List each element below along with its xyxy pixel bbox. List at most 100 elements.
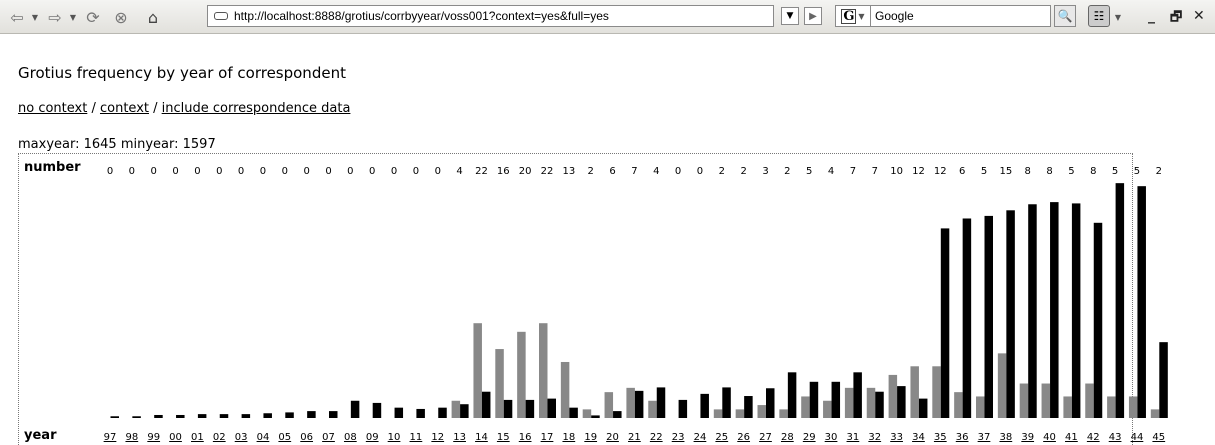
year-link[interactable]: 27: [759, 432, 772, 443]
number-label: 0: [194, 166, 200, 177]
black-bar: [1137, 186, 1146, 418]
black-bar: [132, 416, 141, 418]
black-bar: [875, 391, 884, 418]
reload-icon[interactable]: ⟳: [86, 7, 100, 27]
restore-icon[interactable]: 🗗: [1170, 10, 1183, 25]
minimize-icon[interactable]: _: [1148, 8, 1155, 24]
year-link[interactable]: 12: [431, 432, 444, 443]
black-bar: [1159, 342, 1168, 418]
year-link[interactable]: 43: [1109, 432, 1122, 443]
no-context-link[interactable]: no context: [18, 101, 88, 116]
number-label: 2: [784, 166, 790, 177]
year-link[interactable]: 13: [453, 432, 466, 443]
year-link[interactable]: 29: [803, 432, 816, 443]
year-link[interactable]: 00: [169, 432, 182, 443]
gray-bar: [735, 409, 745, 418]
year-link[interactable]: 26: [737, 432, 750, 443]
year-link[interactable]: 03: [235, 432, 248, 443]
include-correspondence-data-link[interactable]: include correspondence data: [161, 101, 351, 116]
year-link[interactable]: 25: [715, 432, 728, 443]
year-link[interactable]: 17: [541, 432, 554, 443]
year-link[interactable]: 07: [322, 432, 335, 443]
black-bar: [1028, 204, 1037, 418]
year-link[interactable]: 05: [278, 432, 291, 443]
number-label: 0: [216, 166, 222, 177]
year-link[interactable]: 98: [125, 432, 138, 443]
year-link[interactable]: 34: [912, 432, 925, 443]
year-link[interactable]: 18: [562, 432, 575, 443]
year-link[interactable]: 09: [366, 432, 379, 443]
extension-icon[interactable]: ☷: [1088, 5, 1110, 27]
back-arrow-icon[interactable]: ⇦: [10, 7, 24, 27]
year-link[interactable]: 22: [650, 432, 663, 443]
gray-bar: [801, 396, 810, 418]
gray-bar: [1128, 396, 1138, 418]
year-link[interactable]: 38: [999, 432, 1012, 443]
year-link[interactable]: 21: [628, 432, 641, 443]
year-link[interactable]: 20: [606, 432, 619, 443]
year-link[interactable]: 45: [1152, 432, 1165, 443]
year-link[interactable]: 30: [825, 432, 838, 443]
black-bar: [241, 414, 251, 418]
year-link[interactable]: 44: [1131, 432, 1144, 443]
number-label: 0: [413, 166, 419, 177]
extension-chevron-down-icon[interactable]: ▼: [1114, 12, 1122, 22]
search-input[interactable]: Google: [871, 5, 1051, 27]
year-link[interactable]: 10: [388, 432, 401, 443]
home-icon[interactable]: ⌂: [147, 7, 159, 27]
year-link[interactable]: 39: [1021, 432, 1034, 443]
forward-history-chevron-down-icon[interactable]: ▼: [69, 12, 77, 22]
year-link[interactable]: 36: [956, 432, 969, 443]
year-link[interactable]: 14: [475, 432, 488, 443]
year-link[interactable]: 40: [1043, 432, 1056, 443]
year-link[interactable]: 28: [781, 432, 794, 443]
year-link[interactable]: 37: [978, 432, 991, 443]
number-label: 12: [934, 166, 947, 177]
year-link[interactable]: 33: [890, 432, 903, 443]
address-text[interactable]: http://localhost:8888/grotius/corrbyyear…: [234, 9, 609, 23]
year-link[interactable]: 15: [497, 432, 510, 443]
search-icon[interactable]: 🔍: [1054, 5, 1076, 27]
number-label: 0: [435, 166, 441, 177]
year-link[interactable]: 08: [344, 432, 357, 443]
black-bar: [350, 400, 360, 418]
gray-bar: [1085, 383, 1094, 418]
year-link[interactable]: 01: [191, 432, 204, 443]
back-history-chevron-down-icon[interactable]: ▼: [31, 12, 39, 22]
year-link[interactable]: 06: [300, 432, 313, 443]
forward-arrow-icon[interactable]: ⇨: [48, 7, 62, 27]
year-link[interactable]: 32: [868, 432, 881, 443]
year-link[interactable]: 42: [1087, 432, 1100, 443]
year-link[interactable]: 97: [104, 432, 117, 443]
year-link[interactable]: 99: [147, 432, 160, 443]
number-label: 0: [391, 166, 397, 177]
black-bar: [197, 414, 207, 418]
black-bar: [787, 372, 797, 418]
gray-bar: [626, 387, 635, 418]
address-history-chevron-down-icon[interactable]: ▼: [781, 7, 799, 25]
stop-icon[interactable]: ⊗: [114, 7, 128, 27]
year-link[interactable]: 11: [410, 432, 423, 443]
year-link[interactable]: 02: [213, 432, 226, 443]
address-bar[interactable]: http://localhost:8888/grotius/corrbyyear…: [207, 5, 774, 27]
year-link[interactable]: 35: [934, 432, 947, 443]
year-link[interactable]: 24: [694, 432, 707, 443]
close-icon[interactable]: ✕: [1193, 8, 1205, 24]
black-bar: [569, 407, 578, 418]
black-bar: [547, 398, 556, 418]
year-link[interactable]: 04: [257, 432, 270, 443]
go-arrow-icon[interactable]: ▶: [804, 7, 822, 25]
black-bar: [678, 399, 688, 418]
year-link[interactable]: 23: [672, 432, 685, 443]
year-link[interactable]: 19: [584, 432, 597, 443]
black-bar: [438, 407, 447, 418]
year-link[interactable]: 31: [847, 432, 860, 443]
number-label: 0: [697, 166, 703, 177]
number-label: 7: [850, 166, 856, 177]
year-link[interactable]: 16: [519, 432, 532, 443]
number-label: 16: [497, 166, 510, 177]
search-engine-selector[interactable]: G ▼: [835, 5, 871, 27]
context-link[interactable]: context: [99, 101, 149, 116]
number-label: 10: [890, 166, 903, 177]
year-link[interactable]: 41: [1065, 432, 1078, 443]
